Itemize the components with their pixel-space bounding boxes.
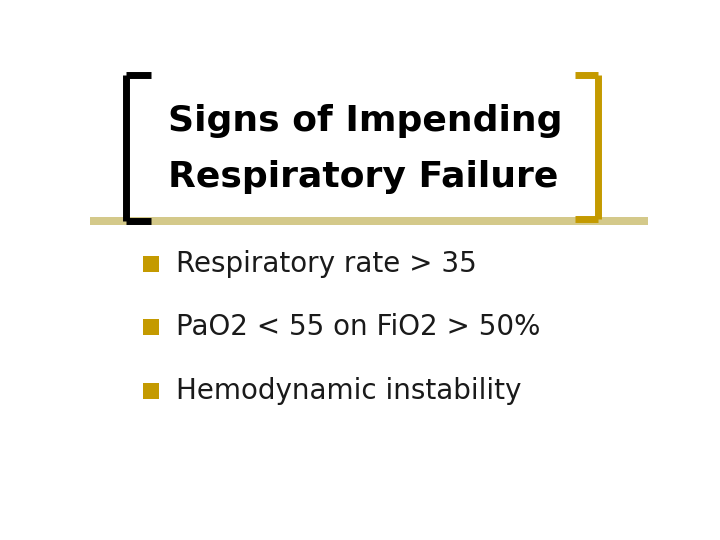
Bar [143,383,158,399]
Bar [90,218,648,225]
Bar [143,319,158,335]
Text: Hemodynamic instability: Hemodynamic instability [176,377,522,405]
Text: Respiratory Failure: Respiratory Failure [168,160,559,194]
Text: PaO2 < 55 on FiO2 > 50%: PaO2 < 55 on FiO2 > 50% [176,313,541,341]
Text: Signs of Impending: Signs of Impending [168,104,562,138]
Bar [143,256,158,272]
Text: Respiratory rate > 35: Respiratory rate > 35 [176,251,477,279]
